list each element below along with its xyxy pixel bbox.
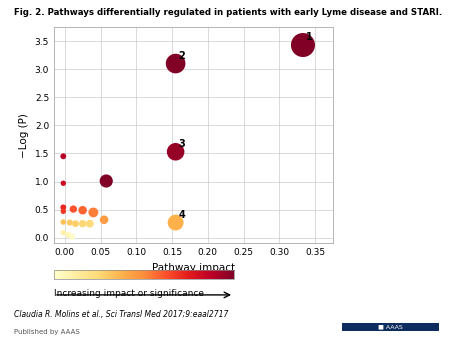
- Text: Science: Science: [378, 297, 402, 302]
- Text: Claudia R. Molins et al., Sci Transl Med 2017;9:eaal2717: Claudia R. Molins et al., Sci Transl Med…: [14, 310, 228, 319]
- Point: [79, 208, 86, 213]
- Point: [60, 205, 67, 210]
- Point: [65, 232, 72, 238]
- Text: Medicine: Medicine: [371, 311, 410, 320]
- Text: 2: 2: [179, 51, 185, 61]
- Point: [60, 209, 67, 214]
- Point: [172, 220, 179, 225]
- Point: [79, 221, 86, 226]
- Point: [72, 221, 79, 226]
- Y-axis label: −Log (P): −Log (P): [19, 113, 29, 158]
- Point: [90, 210, 97, 215]
- Point: [103, 178, 110, 184]
- Point: [60, 219, 67, 225]
- Text: Fig. 2. Pathways differentially regulated in patients with early Lyme disease an: Fig. 2. Pathways differentially regulate…: [14, 8, 442, 18]
- Text: ■ AAAS: ■ AAAS: [378, 324, 403, 330]
- Point: [86, 221, 93, 226]
- Text: 1: 1: [306, 32, 313, 42]
- Point: [70, 207, 77, 212]
- Point: [299, 42, 306, 48]
- X-axis label: Pathway impact: Pathway impact: [152, 263, 235, 273]
- Text: 3: 3: [179, 139, 185, 149]
- Text: 4: 4: [179, 210, 185, 220]
- Point: [60, 230, 67, 235]
- Text: Translational: Translational: [362, 304, 418, 312]
- Point: [60, 153, 67, 159]
- Point: [66, 220, 73, 225]
- Text: Published by AAAS: Published by AAAS: [14, 329, 79, 335]
- Point: [172, 149, 179, 154]
- Point: [100, 217, 108, 222]
- Point: [60, 180, 67, 186]
- FancyBboxPatch shape: [342, 323, 439, 331]
- Text: Increasing impact or significance: Increasing impact or significance: [54, 289, 204, 298]
- Point: [68, 234, 76, 239]
- Point: [172, 61, 179, 66]
